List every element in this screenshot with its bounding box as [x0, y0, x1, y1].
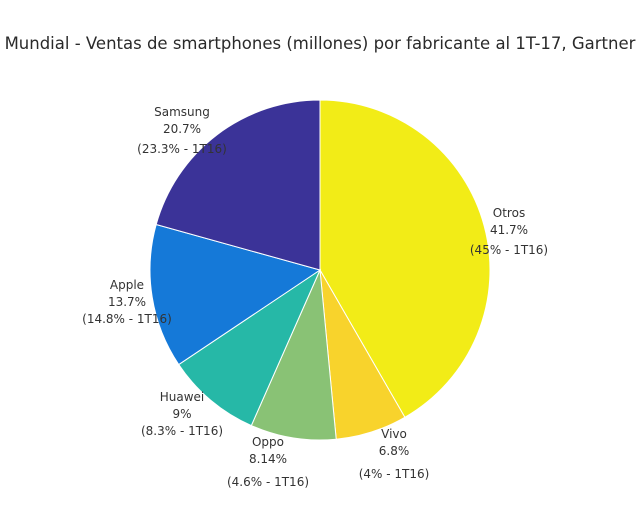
pie-labels: Otros 41.7% (45% - 1T16) Vivo 6.8% (4% - 1T16…	[82, 105, 548, 489]
slice-percent-label-huawei: 9%	[172, 407, 191, 421]
pie-slice-otros	[319, 99, 491, 418]
slice-percent-label-oppo: 8.14%	[249, 452, 287, 466]
slice-name-label-huawei: Huawei	[160, 390, 205, 404]
pie-slice-apple	[149, 223, 322, 366]
pie-slice-huawei	[178, 268, 322, 427]
slice-percent-label-samsung: 20.7%	[163, 122, 201, 136]
pie-slices	[149, 99, 491, 441]
slice-previous-label-apple: (14.8% - 1T16)	[82, 312, 172, 326]
slice-name-label-samsung: Samsung	[154, 105, 210, 119]
slice-name-label-otros: Otros	[493, 206, 525, 220]
slice-name-label-oppo: Oppo	[252, 435, 284, 449]
slice-previous-label-vivo: (4% - 1T16)	[359, 467, 430, 481]
chart-title-text: Mundial - Ventas de smartphones (millone…	[4, 34, 636, 53]
slice-percent-label-vivo: 6.8%	[379, 444, 410, 458]
slice-percent-label-otros: 41.7%	[490, 223, 528, 237]
chart-title: Mundial - Ventas de smartphones (millone…	[0, 34, 640, 53]
slice-previous-label-oppo: (4.6% - 1T16)	[227, 475, 309, 489]
slice-name-label-vivo: Vivo	[381, 427, 407, 441]
slice-percent-label-apple: 13.7%	[108, 295, 146, 309]
slice-previous-label-huawei: (8.3% - 1T16)	[141, 424, 223, 438]
pie-slice-samsung	[155, 99, 321, 271]
slice-name-label-apple: Apple	[110, 278, 144, 292]
slice-previous-label-samsung: (23.3% - 1T16)	[137, 142, 227, 156]
slice-previous-label-otros: (45% - 1T16)	[470, 243, 548, 257]
